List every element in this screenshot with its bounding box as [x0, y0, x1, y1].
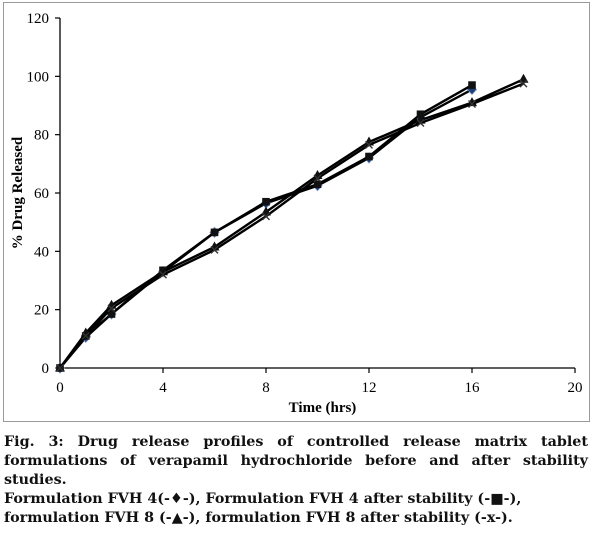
- data-point-x: [56, 364, 64, 372]
- data-point-square: [313, 180, 322, 189]
- data-point-x: [416, 119, 425, 127]
- data-point-triangle: [518, 73, 529, 83]
- series-line-triangle: [59, 78, 524, 369]
- series-layer: [54, 73, 529, 374]
- legend-text: -), Formulation FVH 4 after stability (-: [182, 491, 491, 507]
- caption-title: Fig. 3: Drug release profiles of control…: [4, 434, 588, 488]
- legend-text: formulation FVH 8 (-: [4, 510, 172, 526]
- tick-labels: 0 20 40 60 80 100 120 0 4 8 12 16 20: [27, 11, 583, 396]
- x-tick-label: 4: [159, 380, 167, 396]
- y-tick-label: 0: [42, 361, 50, 377]
- data-point-square: [262, 197, 270, 206]
- caption-legend: Formulation FVH 4(-♦-), Formulation FVH …: [4, 490, 588, 528]
- chart-frame: 0 20 40 60 80 100 120 0 4 8 12 16 20 Time (hrs) % Dr…: [3, 2, 590, 422]
- triangle-legend-symbol: ▲: [171, 510, 183, 526]
- data-point-x: [519, 79, 528, 88]
- figure-caption: Fig. 3: Drug release profiles of control…: [4, 433, 588, 528]
- data-point-x: [159, 270, 167, 279]
- series-line-square: [59, 84, 473, 369]
- data-point-x: [365, 140, 373, 149]
- y-tick-label: 120: [27, 11, 50, 27]
- series-triangle: [55, 73, 529, 372]
- data-point-square: [210, 228, 219, 237]
- series-x: [56, 79, 528, 372]
- y-tick-label: 20: [34, 303, 49, 319]
- data-point-x: [262, 212, 270, 221]
- legend-text: -),: [503, 491, 522, 507]
- data-point-x: [313, 174, 322, 183]
- data-point-x: [210, 245, 219, 254]
- x-tick-label: 20: [568, 380, 583, 396]
- y-tick-label: 100: [27, 69, 50, 85]
- series-line-x: [59, 82, 524, 369]
- data-point-square: [416, 110, 425, 119]
- x-tick-label: 8: [262, 380, 270, 396]
- legend-text: -), formulation FVH 8 after stability (-…: [182, 510, 513, 526]
- x-tick-label: 0: [56, 380, 64, 396]
- y-tick-label: 80: [34, 128, 49, 144]
- diamond-legend-symbol: ♦: [169, 491, 183, 507]
- y-tick-label: 40: [34, 244, 49, 260]
- axes: [55, 17, 576, 373]
- series-square: [56, 81, 476, 372]
- data-point-x: [107, 304, 116, 313]
- data-point-square: [468, 81, 476, 89]
- y-axis-title: % Drug Released: [10, 136, 26, 249]
- x-tick-label: 12: [362, 380, 377, 396]
- x-axis-title: Time (hrs): [289, 400, 357, 416]
- square-legend-symbol: ■: [490, 491, 504, 507]
- data-point-square: [107, 310, 116, 318]
- series-line-diamond: [59, 88, 473, 369]
- data-point-x: [468, 100, 476, 109]
- x-tick-label: 16: [465, 380, 481, 396]
- data-point-x: [81, 331, 90, 340]
- y-tick-label: 60: [34, 186, 49, 202]
- series-diamond: [54, 83, 478, 374]
- chart-svg: 0 20 40 60 80 100 120 0 4 8 12 16 20 Time (hrs) % Dr…: [10, 11, 583, 416]
- legend-text: Formulation FVH 4(-: [4, 491, 170, 507]
- data-point-square: [365, 152, 373, 161]
